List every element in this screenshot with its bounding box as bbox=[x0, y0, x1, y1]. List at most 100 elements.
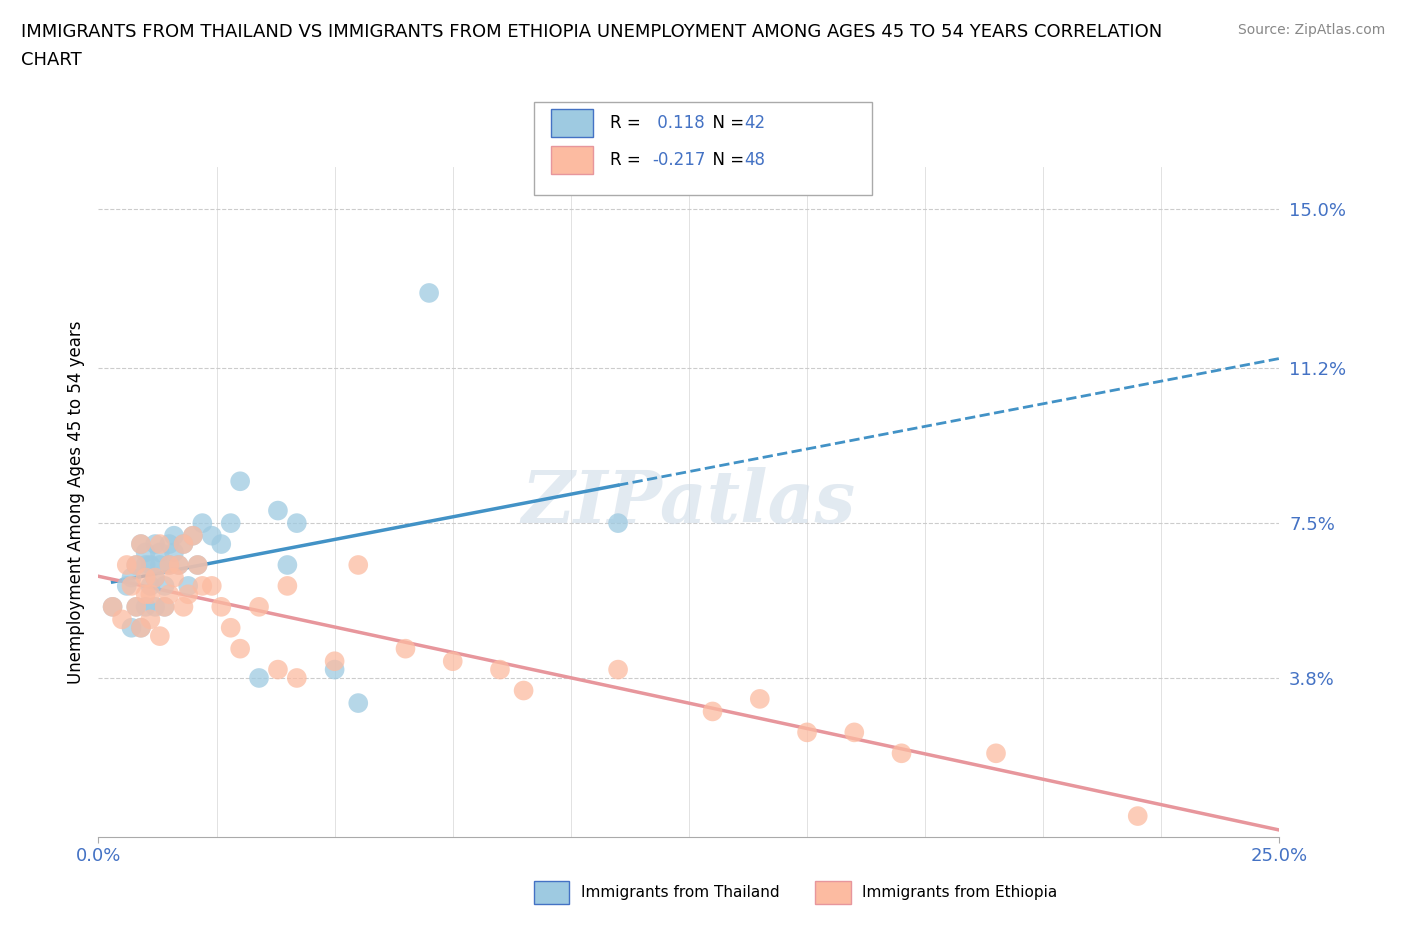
Text: R =: R = bbox=[610, 113, 647, 132]
Point bbox=[167, 558, 190, 573]
Text: 42: 42 bbox=[744, 113, 765, 132]
Point bbox=[172, 600, 194, 615]
Point bbox=[702, 704, 724, 719]
Text: N =: N = bbox=[702, 113, 749, 132]
Point bbox=[512, 683, 534, 698]
Point bbox=[285, 671, 308, 685]
Point bbox=[115, 578, 138, 593]
Point bbox=[489, 662, 512, 677]
Point bbox=[285, 516, 308, 531]
Point bbox=[323, 654, 346, 669]
Text: Source: ZipAtlas.com: Source: ZipAtlas.com bbox=[1237, 23, 1385, 37]
Point bbox=[163, 545, 186, 560]
Point bbox=[177, 587, 200, 602]
Text: ZIPatlas: ZIPatlas bbox=[522, 467, 856, 538]
Point bbox=[125, 600, 148, 615]
Text: N =: N = bbox=[702, 151, 749, 169]
Point bbox=[796, 725, 818, 740]
Text: 48: 48 bbox=[744, 151, 765, 169]
Point bbox=[129, 620, 152, 635]
Point bbox=[139, 587, 162, 602]
Point bbox=[219, 620, 242, 635]
Point bbox=[172, 537, 194, 551]
Point bbox=[748, 692, 770, 707]
Point bbox=[135, 600, 157, 615]
Point bbox=[139, 612, 162, 627]
Point bbox=[347, 696, 370, 711]
Point bbox=[844, 725, 866, 740]
Point bbox=[101, 600, 124, 615]
Point bbox=[153, 600, 176, 615]
Point bbox=[191, 516, 214, 531]
Point bbox=[247, 671, 270, 685]
Point bbox=[172, 537, 194, 551]
Point bbox=[607, 662, 630, 677]
Point bbox=[890, 746, 912, 761]
Text: IMMIGRANTS FROM THAILAND VS IMMIGRANTS FROM ETHIOPIA UNEMPLOYMENT AMONG AGES 45 : IMMIGRANTS FROM THAILAND VS IMMIGRANTS F… bbox=[21, 23, 1163, 41]
Point bbox=[129, 537, 152, 551]
Point bbox=[121, 620, 143, 635]
Point bbox=[125, 558, 148, 573]
Point bbox=[153, 578, 176, 593]
Point bbox=[276, 558, 298, 573]
Point bbox=[201, 578, 224, 593]
Point bbox=[163, 570, 186, 585]
Point bbox=[121, 578, 143, 593]
Point bbox=[394, 642, 416, 657]
Point bbox=[247, 600, 270, 615]
Point bbox=[191, 578, 214, 593]
Point bbox=[187, 558, 209, 573]
Point bbox=[153, 600, 176, 615]
Point bbox=[135, 545, 157, 560]
Point bbox=[135, 587, 157, 602]
Point bbox=[149, 545, 172, 560]
Point bbox=[181, 528, 204, 543]
Point bbox=[143, 570, 166, 585]
Point bbox=[115, 558, 138, 573]
Point bbox=[267, 503, 290, 518]
Point bbox=[229, 642, 252, 657]
Y-axis label: Unemployment Among Ages 45 to 54 years: Unemployment Among Ages 45 to 54 years bbox=[66, 321, 84, 684]
Point bbox=[157, 558, 180, 573]
Point bbox=[125, 600, 148, 615]
Text: R =: R = bbox=[610, 151, 647, 169]
Point bbox=[135, 570, 157, 585]
Point bbox=[201, 528, 224, 543]
Point bbox=[129, 537, 152, 551]
Point bbox=[149, 558, 172, 573]
Point bbox=[139, 558, 162, 573]
Point bbox=[219, 516, 242, 531]
Text: CHART: CHART bbox=[21, 51, 82, 69]
Text: Immigrants from Ethiopia: Immigrants from Ethiopia bbox=[862, 885, 1057, 900]
Point bbox=[347, 558, 370, 573]
Point bbox=[267, 662, 290, 677]
Point bbox=[229, 474, 252, 489]
Point bbox=[135, 558, 157, 573]
Point bbox=[129, 620, 152, 635]
Point bbox=[441, 654, 464, 669]
Point bbox=[143, 537, 166, 551]
Point bbox=[111, 612, 134, 627]
Point bbox=[167, 558, 190, 573]
Point bbox=[157, 558, 180, 573]
Text: 0.118: 0.118 bbox=[652, 113, 706, 132]
Point bbox=[187, 558, 209, 573]
Point bbox=[149, 629, 172, 644]
Point bbox=[984, 746, 1007, 761]
Point bbox=[276, 578, 298, 593]
Point bbox=[177, 578, 200, 593]
Point bbox=[139, 578, 162, 593]
Point bbox=[181, 528, 204, 543]
Point bbox=[143, 600, 166, 615]
Point bbox=[418, 286, 440, 300]
Point bbox=[101, 600, 124, 615]
Point bbox=[323, 662, 346, 677]
Point bbox=[143, 570, 166, 585]
Point bbox=[209, 600, 232, 615]
Point bbox=[607, 516, 630, 531]
Point bbox=[149, 537, 172, 551]
Point bbox=[125, 558, 148, 573]
Point bbox=[209, 537, 232, 551]
Text: Immigrants from Thailand: Immigrants from Thailand bbox=[581, 885, 779, 900]
Point bbox=[121, 570, 143, 585]
